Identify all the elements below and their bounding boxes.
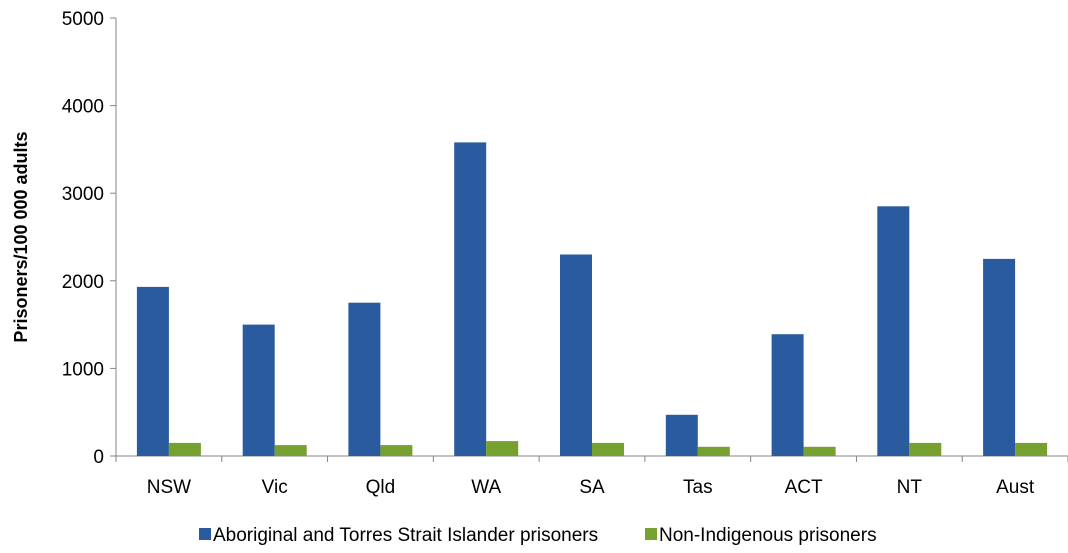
bar-indigenous-act: [771, 334, 804, 456]
x-tick-label: SA: [579, 477, 605, 498]
y-tick-label: 0: [93, 447, 104, 468]
legend-label: Aboriginal and Torres Strait Islander pr…: [213, 525, 598, 546]
bar-non-indigenous-qld: [380, 445, 413, 456]
x-tick-labels: NSW Vic Qld WA SA Tas ACT NT Aust: [147, 477, 1035, 498]
bar-indigenous-tas: [665, 414, 698, 456]
y-tick-label: 3000: [62, 184, 104, 205]
y-ticks: 0 1000 2000 3000 4000 5000: [62, 9, 116, 468]
y-axis-title: Prisoners/100 000 adults: [11, 131, 31, 342]
bar-indigenous-nsw: [136, 286, 169, 456]
y-tick-label: 4000: [62, 97, 104, 118]
x-tick-label: Qld: [366, 477, 396, 498]
x-tick-label: Vic: [262, 477, 288, 498]
legend: Aboriginal and Torres Strait Islander pr…: [199, 525, 877, 546]
x-tick-label: Aust: [996, 477, 1035, 498]
bar-non-indigenous-wa: [486, 441, 519, 456]
y-tick-label: 5000: [62, 9, 104, 30]
bar-indigenous-nt: [877, 206, 910, 456]
x-tick-label: NSW: [147, 477, 191, 498]
x-tick-label: NT: [897, 477, 923, 498]
x-tick-label: WA: [471, 477, 501, 498]
x-tick-label: Tas: [683, 477, 713, 498]
bar-non-indigenous-nsw: [168, 442, 201, 456]
bars: [136, 142, 1048, 456]
bar-indigenous-vic: [242, 324, 275, 456]
y-axis-title-group: Prisoners/100 000 adults: [11, 131, 31, 342]
bar-indigenous-wa: [454, 142, 487, 456]
legend-swatch: [645, 528, 657, 540]
y-tick-label: 1000: [62, 359, 104, 380]
bar-non-indigenous-tas: [697, 446, 730, 456]
bar-indigenous-sa: [560, 254, 592, 456]
x-tick-label: ACT: [785, 477, 823, 498]
legend-label: Non-Indigenous prisoners: [659, 525, 877, 546]
bar-indigenous-aust: [983, 258, 1016, 456]
bar-non-indigenous-aust: [1015, 442, 1048, 456]
bar-non-indigenous-nt: [909, 442, 942, 456]
legend-swatch: [199, 528, 211, 540]
bar-non-indigenous-sa: [592, 442, 624, 456]
bar-non-indigenous-act: [803, 446, 836, 456]
bar-indigenous-qld: [348, 302, 381, 456]
bar-non-indigenous-vic: [274, 445, 307, 456]
y-tick-label: 2000: [62, 272, 104, 293]
